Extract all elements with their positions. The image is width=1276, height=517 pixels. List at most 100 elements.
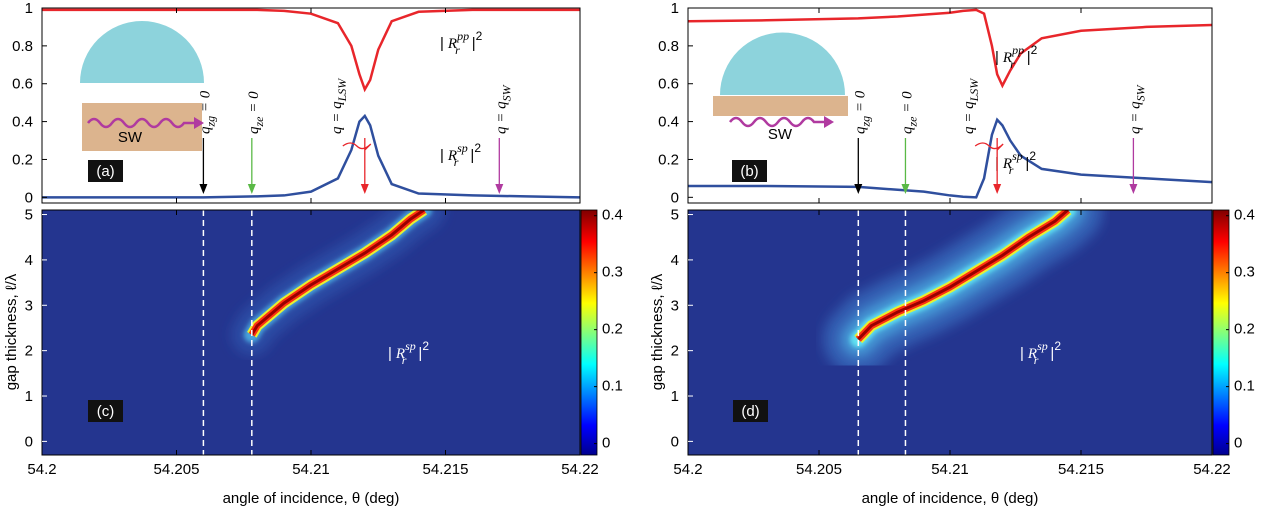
- y-tick-label: 4: [671, 252, 679, 269]
- line-series: [687, 8, 1213, 89]
- squiggle: [974, 142, 1004, 151]
- y-tick-label: 5: [25, 207, 33, 224]
- colorbar: [580, 209, 598, 456]
- inset-b: [713, 32, 848, 128]
- line-series: [688, 117, 1213, 199]
- symbol: R: [447, 148, 457, 164]
- annotation-suffix: = 0: [197, 90, 213, 116]
- arrow-head: [901, 184, 910, 194]
- line-series: [42, 113, 581, 199]
- bar: |: [1020, 345, 1024, 362]
- colorbar-tick-label: 0.2: [1234, 321, 1255, 338]
- panel-label-box: [732, 160, 767, 182]
- symbol: R: [1002, 156, 1012, 172]
- panel-label-box: [88, 160, 123, 182]
- annotation-label: q = qLSW: [329, 78, 349, 134]
- exponent: 2: [422, 339, 429, 353]
- y-tick-label: 5: [671, 207, 679, 224]
- x-tick-label: 54.215: [423, 461, 469, 478]
- colorbar-tick-label: 0.3: [1234, 264, 1255, 281]
- colorbar: [1212, 209, 1230, 456]
- ridge: [857, 210, 1069, 341]
- superscript: sp: [405, 339, 416, 353]
- y-tick-label: 0: [25, 433, 33, 450]
- colorbar-tick-label: 0: [602, 435, 610, 452]
- subscript: r: [455, 43, 460, 57]
- annotation-sub: ze: [905, 116, 919, 128]
- annotation-suffix: = 0: [246, 91, 262, 117]
- arrow-head: [854, 184, 863, 194]
- x-tick-label: 54.22: [561, 461, 599, 478]
- annotation-text: q = q: [1127, 101, 1143, 134]
- annotation-text: q: [852, 126, 868, 134]
- annotation-label: qzg = 0: [197, 90, 217, 134]
- exponent: 2: [1054, 339, 1061, 353]
- y-tick-label: 0: [25, 189, 33, 206]
- annotation-label: qzg = 0: [852, 90, 872, 134]
- annotation-label: q = qSW: [493, 84, 513, 134]
- annotation-text: q: [246, 126, 262, 134]
- y-tick-label: 3: [25, 297, 33, 314]
- exponent: 2: [474, 141, 481, 155]
- annotation-sub: ze: [252, 116, 266, 128]
- annotation-sub: LSW: [967, 78, 981, 103]
- x-axis-label: angle of incidence, θ (deg): [862, 490, 1039, 507]
- annotation-label: q = qLSW: [961, 78, 981, 134]
- y-tick-label: 1: [671, 388, 679, 405]
- symbol: R: [447, 36, 457, 52]
- y-tick-label: 3: [671, 297, 679, 314]
- panel-label-box: [88, 400, 123, 422]
- bar: |: [1025, 155, 1029, 172]
- y-tick-label: 0.6: [658, 76, 679, 93]
- colorbar-tick-label: 0.1: [1234, 378, 1255, 395]
- x-tick-label: 54.2: [27, 461, 56, 478]
- annotation-sub: SW: [499, 84, 513, 101]
- superscript: sp: [457, 141, 468, 155]
- annotation-suffix: = 0: [852, 90, 868, 116]
- x-tick-label: 54.22: [1193, 461, 1231, 478]
- y-axis-label: gap thickness, ℓ/λ: [3, 273, 20, 390]
- y-tick-label: 2: [25, 343, 33, 360]
- bar: |: [472, 35, 476, 52]
- subscript: r: [402, 353, 407, 367]
- x-tick-label: 54.2: [673, 461, 702, 478]
- bar: |: [470, 147, 474, 164]
- superscript: pp: [1011, 43, 1024, 57]
- y-tick-label: 0.8: [658, 38, 679, 55]
- x-axis-label: angle of incidence, θ (deg): [223, 490, 400, 507]
- annotation-label: q = qSW: [1127, 84, 1147, 134]
- subscript: r: [1010, 57, 1015, 71]
- colorbar-tick-label: 0.4: [1234, 207, 1255, 224]
- arrow-head: [247, 184, 256, 194]
- annotation-sub: LSW: [335, 78, 349, 103]
- panel-label: (a): [96, 163, 114, 180]
- y-tick-label: 0.4: [12, 114, 33, 131]
- x-tick-label: 54.21: [931, 461, 969, 478]
- y-tick-label: 1: [25, 388, 33, 405]
- y-tick-label: 0.8: [12, 38, 33, 55]
- annotation-text: q: [899, 126, 915, 134]
- superscript: sp: [1037, 339, 1048, 353]
- arrow-head: [495, 184, 504, 194]
- annotation-sub: zg: [858, 116, 872, 128]
- y-tick-label: 0.2: [12, 151, 33, 168]
- panel-label-box: [733, 400, 768, 422]
- annotation-text: q = q: [493, 101, 509, 134]
- arrow-head: [360, 184, 369, 194]
- inset-a: [80, 21, 204, 151]
- bar: |: [440, 147, 444, 164]
- annotation-text: q = q: [961, 101, 977, 134]
- y-tick-label: 0: [671, 189, 679, 206]
- x-tick-label: 54.205: [796, 461, 842, 478]
- subscript: r: [1009, 163, 1014, 177]
- arrow-head: [1129, 184, 1138, 194]
- heatmap-background: [42, 210, 580, 455]
- colorbar-tick-label: 0.3: [602, 264, 623, 281]
- heatmap: [42, 210, 580, 455]
- bar: |: [440, 35, 444, 52]
- y-tick-label: 1: [25, 0, 33, 17]
- y-tick-label: 0.4: [658, 114, 679, 131]
- x-tick-label: 54.205: [154, 461, 200, 478]
